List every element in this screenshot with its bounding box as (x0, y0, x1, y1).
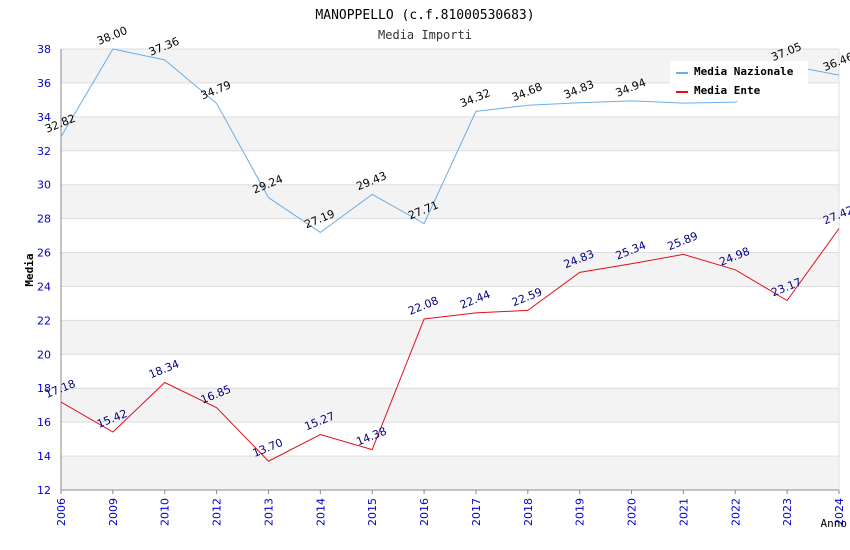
plot-band (61, 184, 839, 219)
data-label-ente: 22.44 (458, 288, 492, 312)
data-label-ente: 18.34 (147, 357, 181, 381)
y-tick-label: 20 (37, 348, 51, 361)
data-label-ente: 22.08 (406, 294, 440, 318)
y-tick-label: 34 (37, 111, 51, 124)
y-tick-label: 38 (37, 43, 51, 56)
plot-band (61, 320, 839, 355)
x-tick-label: 2013 (262, 498, 275, 526)
y-tick-label: 18 (37, 382, 51, 395)
data-label-nazionale: 34.68 (510, 80, 544, 104)
y-tick-label: 36 (37, 77, 51, 90)
x-tick-label: 2016 (418, 498, 431, 526)
y-tick-label: 24 (37, 280, 51, 293)
plot-band (61, 388, 839, 423)
x-tick-label: 2018 (522, 498, 535, 526)
y-tick-label: 16 (37, 416, 51, 429)
data-label-ente: 22.59 (510, 285, 544, 309)
plot-band (61, 252, 839, 287)
legend-label-nazionale: Media Nazionale (694, 65, 794, 78)
x-tick-label: 2015 (366, 498, 379, 526)
plot-bands (61, 49, 839, 490)
plot-band (61, 116, 839, 151)
x-tick-label: 2009 (107, 498, 120, 526)
legend: Media Nazionale Media Ente (670, 61, 808, 101)
x-tick-label: 2012 (211, 498, 224, 526)
x-tick-label: 2022 (729, 498, 742, 526)
y-tick-label: 12 (37, 484, 51, 497)
data-label-nazionale: 34.32 (458, 86, 492, 110)
chart-subtitle: Media Importi (378, 28, 472, 42)
x-tick-label: 2006 (55, 498, 68, 526)
series-lines (60, 48, 840, 462)
chart-title: MANOPPELLO (c.f.81000530683) (315, 8, 534, 23)
x-tick-label: 2021 (677, 498, 690, 526)
y-tick-label: 30 (37, 179, 51, 192)
x-tick-label: 2024 (833, 498, 846, 526)
y-tick-label: 14 (37, 450, 51, 463)
y-tick-label: 32 (37, 145, 51, 158)
series-line-media-nazionale (60, 48, 840, 234)
x-axis-label: Anno (821, 517, 848, 530)
data-label-ente: 25.89 (666, 229, 700, 253)
x-tick-label: 2017 (470, 498, 483, 526)
y-tick-label: 22 (37, 314, 51, 327)
x-tick-label: 2023 (781, 498, 794, 526)
x-tick-label: 2014 (314, 498, 327, 526)
plot-band (61, 456, 839, 490)
y-tick-label: 26 (37, 247, 51, 260)
legend-box (670, 61, 808, 101)
x-tick-label: 2010 (159, 498, 172, 526)
axes (60, 49, 840, 491)
y-axis-label: Media (23, 253, 36, 286)
x-tick-label: 2020 (626, 498, 639, 526)
x-tick-labels: 2006 2009 2010 2012 2013 2014 2015 2016 2017 2018… (55, 490, 846, 526)
legend-label-ente: Media Ente (694, 84, 761, 97)
x-tick-label: 2019 (574, 498, 587, 526)
series-line-media-ente (60, 228, 840, 462)
data-label-ente: 14.38 (354, 425, 388, 449)
y-tick-labels: 12 14 16 18 20 22 24 26 28 30 32 34 36 38 (37, 43, 51, 497)
grid-lines (61, 48, 839, 491)
y-tick-label: 28 (37, 213, 51, 226)
data-label-nazionale: 38.00 (95, 24, 129, 48)
